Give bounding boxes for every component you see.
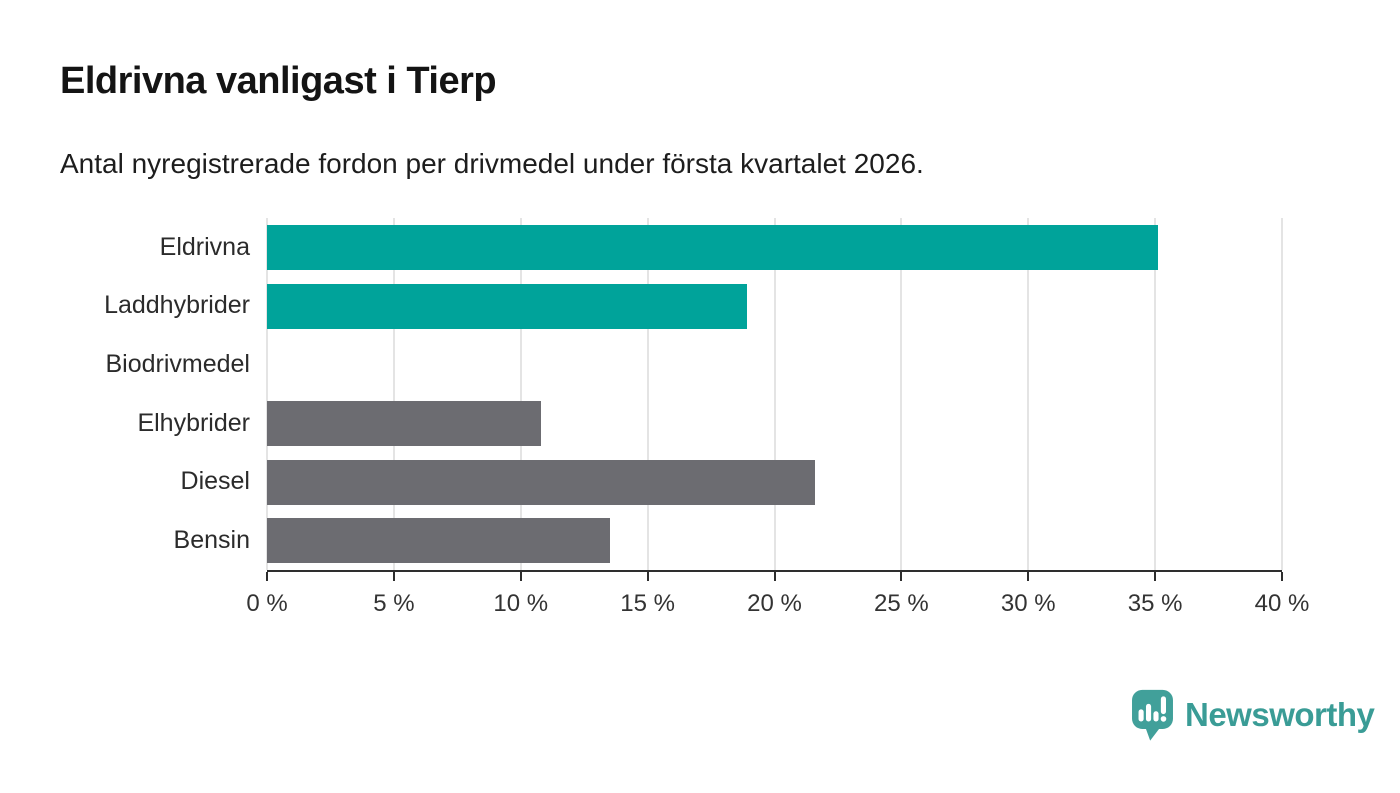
axis-tick — [1281, 572, 1283, 581]
axis-tick-label: 35 % — [1127, 590, 1183, 617]
bar-elhybrider — [267, 400, 542, 446]
bar-laddhybrider — [267, 283, 747, 329]
chart-subtitle: Antal nyregistrerade fordon per drivmede… — [60, 148, 924, 179]
gridline — [900, 218, 903, 570]
gridline — [773, 218, 776, 570]
bar-diesel — [267, 459, 816, 505]
chart-title: Eldrivna vanligast i Tierp — [60, 60, 497, 102]
bar-bensin — [267, 518, 610, 564]
category-label: Biodrivmedel — [105, 350, 250, 379]
axis-tick — [392, 572, 395, 581]
axis-tick-label: 10 % — [493, 590, 549, 617]
bar-eldrivna — [267, 224, 1158, 270]
logo-wordmark: Newsworthy — [1185, 696, 1375, 733]
newsworthy-speech-bubble-bar-chart-icon — [1132, 689, 1173, 741]
axis-tick — [646, 572, 649, 581]
newsworthy-logo: Newsworthy — [1130, 688, 1375, 742]
axis-tick-label: 25 % — [874, 590, 929, 617]
gridline — [1281, 218, 1283, 570]
plot-area: 0 % 5 % 10 % 15 % 20 % 25 % 30 % 35 % 40 % — [246, 218, 1309, 617]
gridline — [266, 218, 268, 570]
axis-tick — [1154, 572, 1157, 581]
gridline — [1154, 218, 1157, 570]
gridline — [646, 218, 649, 570]
category-label: Eldrivna — [159, 232, 250, 261]
category-labels: Eldrivna Laddhybrider Biodrivmedel Elhybrid… — [0, 218, 250, 570]
category-label: Laddhybrider — [104, 291, 250, 320]
axis-tick — [519, 572, 522, 581]
axis-tick-label: 0 % — [246, 590, 288, 617]
axis-tick-label: 30 % — [1000, 590, 1056, 617]
gridline — [1027, 218, 1030, 570]
axis-tick — [1027, 572, 1030, 581]
axis-tick-label: 5 % — [373, 590, 415, 617]
gridline — [519, 218, 522, 570]
gridline — [392, 218, 395, 570]
axis-tick — [266, 572, 268, 581]
axis-tick — [773, 572, 776, 581]
category-label: Elhybrider — [137, 408, 250, 437]
category-label: Diesel — [180, 467, 250, 496]
axis-tick-label: 40 % — [1254, 590, 1310, 617]
category-label: Bensin — [173, 526, 250, 555]
axis-tick-label: 20 % — [747, 590, 802, 617]
axis-tick — [900, 572, 903, 581]
axis-tick-label: 15 % — [620, 590, 675, 617]
